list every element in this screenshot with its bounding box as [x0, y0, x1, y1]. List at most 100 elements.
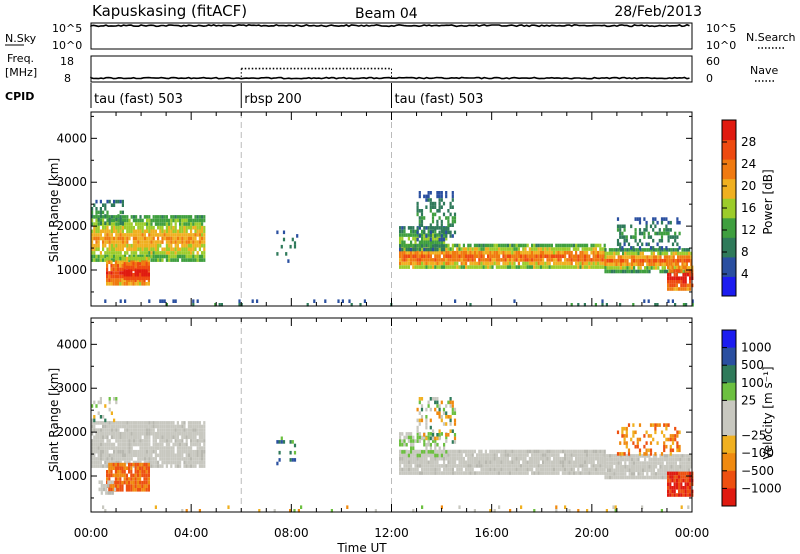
heatmap-cell: [113, 243, 116, 248]
heatmap-cell: [181, 509, 184, 513]
heatmap-cell: [440, 229, 443, 234]
heatmap-cell: [119, 215, 122, 219]
heatmap-cell: [126, 240, 129, 244]
heatmap-cell: [493, 460, 496, 465]
heatmap-cell: [445, 422, 448, 426]
heatmap-cell: [458, 247, 461, 251]
heatmap-cell: [95, 435, 98, 440]
heatmap-cell: [544, 254, 547, 259]
heatmap-cell: [135, 233, 138, 237]
heatmap-cell: [121, 278, 124, 282]
heatmap-cell: [577, 303, 580, 307]
heatmap-cell: [132, 233, 135, 237]
heatmap-cell: [194, 442, 197, 447]
heatmap-cell: [97, 446, 100, 450]
heatmap-cell: [643, 231, 646, 236]
power-colorbar-segment: [722, 120, 736, 141]
heatmap-cell: [150, 453, 153, 458]
heatmap-cell: [674, 231, 677, 236]
heatmap-cell: [143, 240, 146, 244]
heatmap-cell: [515, 250, 518, 255]
heatmap-cell: [447, 223, 450, 227]
heatmap-cell: [438, 261, 441, 266]
heatmap-cell: [183, 222, 186, 226]
heatmap-cell: [414, 236, 417, 241]
heatmap-cell: [681, 468, 684, 473]
heatmap-cell: [683, 251, 686, 256]
heatmap-cell: [423, 230, 426, 235]
heatmap-cell: [641, 248, 644, 252]
heatmap-cell: [194, 449, 197, 454]
heatmap-cell: [185, 240, 188, 244]
heatmap-cell: [143, 243, 146, 248]
heatmap-cell: [119, 460, 122, 465]
heatmap-cell: [128, 233, 131, 237]
heatmap-cell: [568, 254, 571, 259]
heatmap-cell: [465, 254, 468, 259]
heatmap-cell: [117, 439, 120, 443]
heatmap-cell: [119, 264, 122, 268]
heatmap-cell: [187, 233, 190, 237]
heatmap-cell: [174, 240, 177, 244]
heatmap-cell: [99, 233, 102, 237]
heatmap-cell: [682, 493, 685, 497]
heatmap-cell: [684, 493, 687, 497]
heatmap-cell: [93, 457, 96, 461]
heatmap-cell: [143, 233, 146, 237]
heatmap-cell: [183, 247, 186, 252]
heatmap-cell: [201, 258, 204, 262]
heatmap-cell: [418, 460, 421, 465]
heatmap-cell: [416, 435, 419, 440]
heatmap-cell: [102, 215, 105, 219]
heatmap-cell: [586, 258, 589, 262]
heatmap-cell: [157, 435, 160, 440]
heatmap-cell: [139, 262, 142, 266]
heatmap-cell: [637, 464, 640, 469]
heatmap-cell: [172, 424, 175, 429]
heatmap-cell: [682, 276, 685, 280]
heatmap-cell: [526, 254, 529, 259]
heatmap-cell: [147, 278, 150, 282]
heatmap-cell: [617, 248, 620, 252]
power-colorbar-tick-label: 8: [741, 245, 749, 259]
heatmap-cell: [436, 265, 439, 269]
heatmap-cell: [132, 267, 135, 272]
heatmap-cell: [586, 509, 589, 513]
heatmap-cell: [432, 261, 435, 266]
heatmap-cell: [95, 214, 98, 218]
heatmap-cell: [637, 475, 640, 480]
heatmap-cell: [663, 262, 666, 267]
heatmap-cell: [548, 456, 551, 461]
heatmap-cell: [489, 467, 492, 472]
heatmap-cell: [509, 467, 512, 472]
heatmap-cell: [179, 464, 182, 468]
heatmap-cell: [630, 251, 633, 256]
heatmap-cell: [493, 471, 496, 475]
heatmap-cell: [126, 457, 129, 461]
heatmap-cell: [203, 460, 206, 465]
heatmap-cell: [674, 262, 677, 267]
heatmap-cell: [121, 446, 124, 450]
heatmap-cell: [132, 424, 135, 429]
power-colorbar-tick-label: 20: [741, 179, 756, 193]
heatmap-cell: [667, 299, 670, 303]
heatmap-cell: [113, 203, 116, 207]
heatmap-cell: [113, 453, 116, 458]
cpid-modes: tau (fast) 503 rbsp 200 tau (fast) 503: [90, 83, 483, 108]
heatmap-cell: [108, 473, 111, 478]
heatmap-cell: [644, 475, 647, 480]
heatmap-cell: [681, 464, 684, 469]
heatmap-cell: [550, 243, 553, 248]
heatmap-cell: [423, 456, 426, 461]
heatmap-cell: [659, 472, 662, 476]
heatmap-cell: [590, 261, 593, 266]
heatmap-cell: [684, 475, 687, 479]
heatmap-cell: [427, 261, 430, 266]
heatmap-cell: [109, 480, 112, 484]
heatmap-cell: [579, 456, 582, 461]
heatmap-cell: [509, 471, 512, 475]
heatmap-cell: [139, 484, 142, 488]
heatmap-cell: [539, 464, 542, 468]
heatmap-cell: [611, 248, 614, 252]
